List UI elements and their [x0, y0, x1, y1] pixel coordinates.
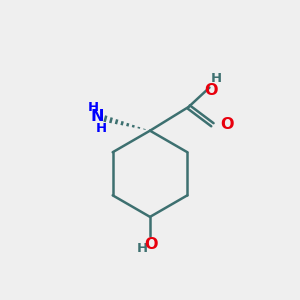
Text: O: O	[220, 117, 233, 132]
Text: N: N	[90, 109, 104, 124]
Text: O: O	[145, 237, 158, 252]
Text: H: H	[88, 101, 99, 114]
Text: H: H	[137, 242, 148, 255]
Text: O: O	[204, 83, 218, 98]
Text: H: H	[95, 122, 106, 135]
Text: H: H	[211, 72, 222, 85]
